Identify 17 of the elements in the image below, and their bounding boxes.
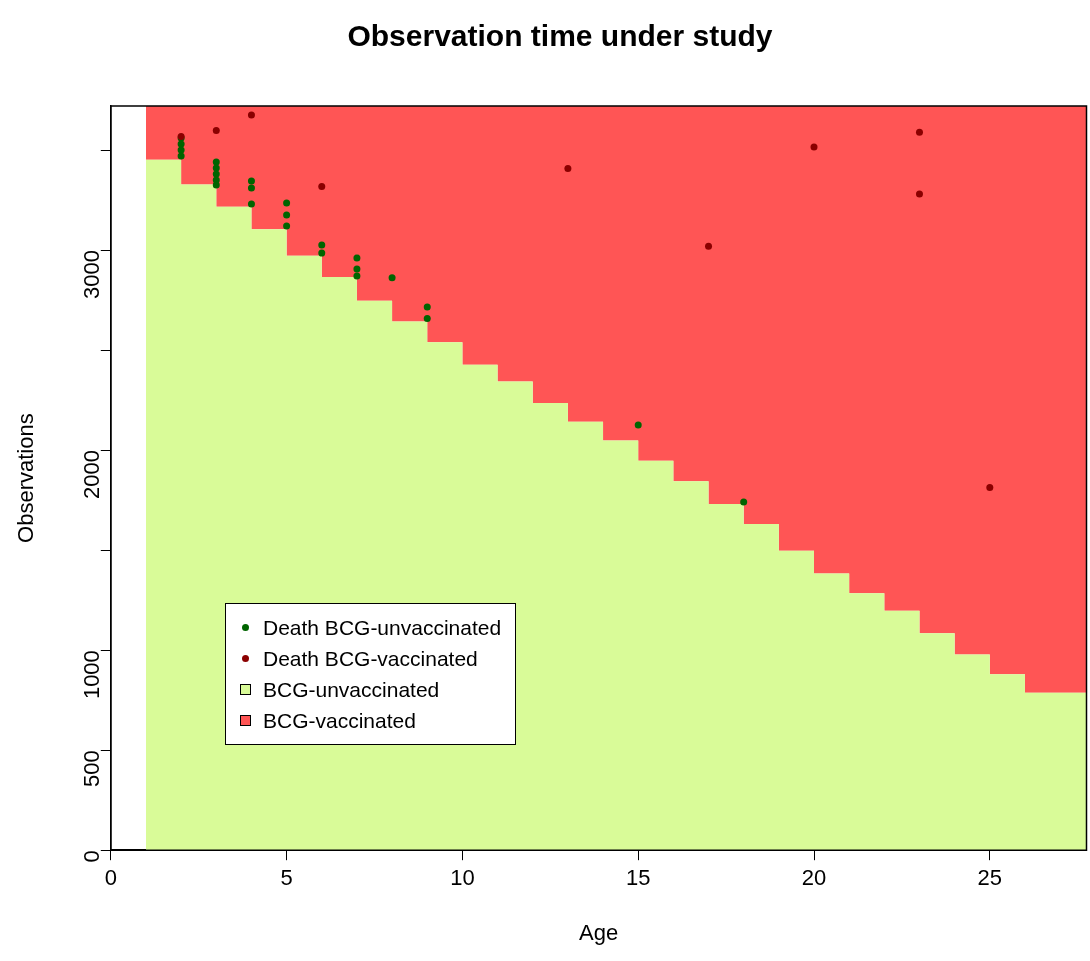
series-label: BCG-unvaccinated	[263, 677, 440, 703]
y-tick-label: 500	[78, 750, 104, 787]
y-axis-title: Observations	[13, 413, 39, 543]
x-tick-label: 10	[450, 865, 475, 891]
chart-title: Observation time under study	[347, 19, 773, 53]
legend-label: Death BCG-unvaccinated	[263, 615, 502, 641]
x-tick-label: 15	[625, 865, 651, 891]
x-tick-label: 5	[280, 865, 293, 891]
legend-label: BCG-vaccinated	[263, 708, 416, 734]
y-tick-label: 2000	[78, 450, 104, 500]
x-axis-title: Age	[579, 919, 619, 945]
legend-label: Death BCG-vaccinated	[263, 646, 478, 672]
y-tick-label: 1000	[78, 650, 104, 700]
y-tick-label: 3000	[78, 250, 104, 299]
x-tick-label: 25	[977, 865, 1003, 891]
x-tick-label: 20	[801, 865, 827, 891]
y-tick-label: 0	[78, 850, 104, 863]
